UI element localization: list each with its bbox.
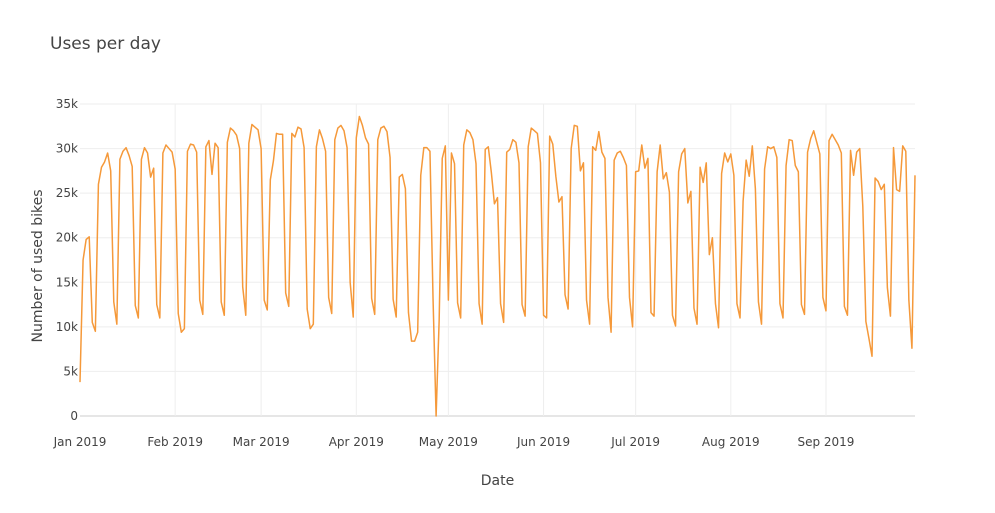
y-tick-label: 20k bbox=[56, 231, 78, 245]
x-tick-label: Mar 2019 bbox=[233, 435, 290, 449]
x-tick-label: Jan 2019 bbox=[53, 435, 107, 449]
y-tick-label: 35k bbox=[56, 97, 78, 111]
x-axis-ticks: Jan 2019 Feb 2019 Mar 2019 Apr 2019 May 2019… bbox=[53, 435, 855, 449]
x-tick-label: Jun 2019 bbox=[516, 435, 570, 449]
y-tick-label: 25k bbox=[56, 186, 78, 200]
x-tick-label: Aug 2019 bbox=[702, 435, 760, 449]
x-tick-label: Feb 2019 bbox=[147, 435, 203, 449]
y-tick-label: 10k bbox=[56, 320, 78, 334]
y-axis-title: Number of used bikes bbox=[30, 189, 46, 342]
y-tick-label: 15k bbox=[56, 275, 78, 289]
x-tick-label: Sep 2019 bbox=[797, 435, 854, 449]
y-tick-label: 0 bbox=[70, 409, 78, 423]
x-tick-label: Jul 2019 bbox=[610, 435, 660, 449]
series-line bbox=[79, 115, 916, 417]
y-tick-label: 30k bbox=[56, 142, 78, 156]
x-axis-title: Date bbox=[481, 473, 514, 489]
chart-title: Uses per day bbox=[50, 34, 161, 54]
x-tick-label: May 2019 bbox=[419, 435, 478, 449]
x-tick-label: Apr 2019 bbox=[329, 435, 384, 449]
y-axis-ticks: 0 5k 10k 15k 20k 25k 30k 35k bbox=[56, 97, 78, 423]
y-tick-label: 5k bbox=[63, 364, 78, 378]
